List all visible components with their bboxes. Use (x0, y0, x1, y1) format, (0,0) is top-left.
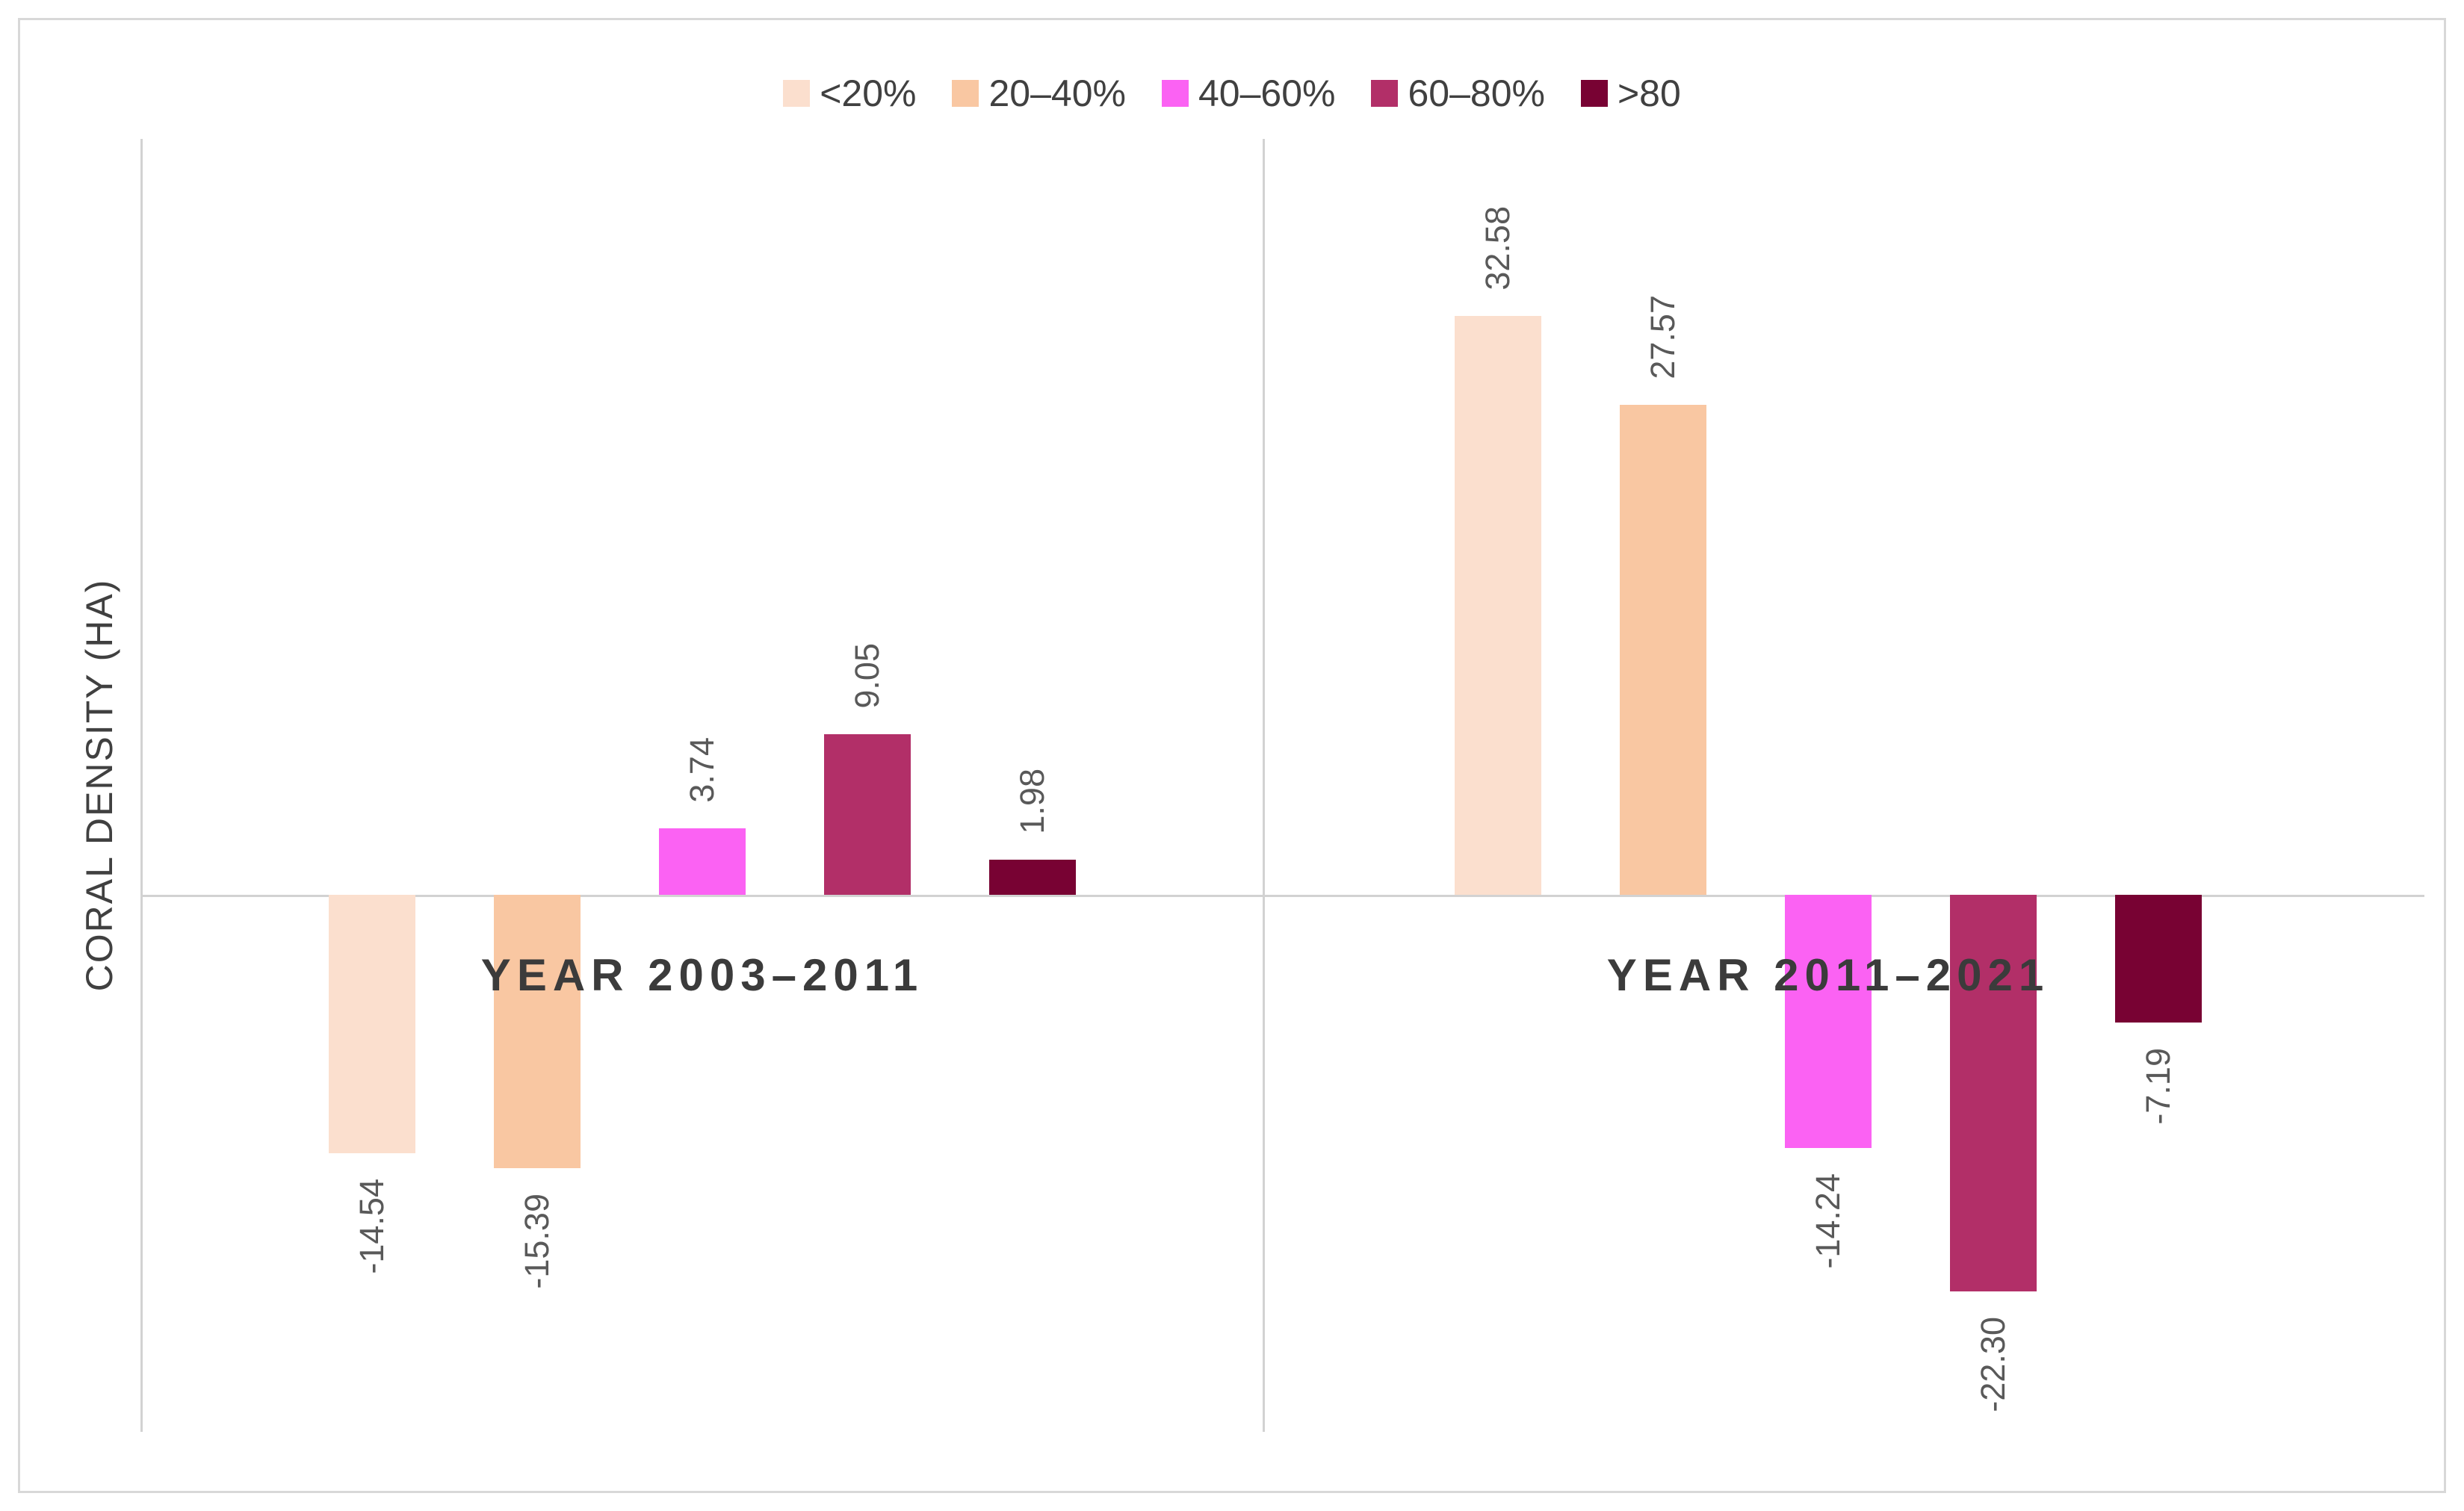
zero-baseline-line (140, 895, 2424, 897)
panel-divider-line (1263, 139, 1265, 1432)
legend-label-lt20: <20% (820, 72, 917, 114)
bar-gt80-2003-2011 (989, 859, 1076, 895)
value-label-60-80-2011-2021: -22.30 (1974, 1316, 2012, 1412)
chart-legend: <20% 20–40% 40–60% 60–80% >80 (0, 75, 2464, 112)
legend-item-lt20: <20% (783, 75, 916, 112)
legend-swatch-40-60 (1161, 80, 1189, 107)
value-label-40-60-2003-2011: 3.74 (683, 737, 721, 803)
legend-label-gt80: >80 (1617, 72, 1681, 114)
legend-item-20-40: 20–40% (952, 75, 1126, 112)
value-label-gt80-2011-2021: -7.19 (2139, 1048, 2177, 1125)
legend-swatch-20-40 (952, 80, 979, 107)
group-title-2011-2021: YEAR 2011–2021 (1606, 950, 2050, 1000)
bar-60-80-2003-2011 (824, 733, 911, 895)
y-axis-title: CORAL DENSITY (HA) (78, 578, 120, 992)
bar-lt20-2003-2011 (329, 895, 415, 1154)
legend-label-60-80: 60–80% (1408, 72, 1545, 114)
bar-20-40-2003-2011 (494, 895, 581, 1169)
plot-area: -14.54 -15.39 3.74 9.05 1.98 32.58 27.57 -14.24… (140, 139, 2424, 1432)
group-title-2003-2011: YEAR 2003–2011 (480, 950, 924, 1000)
bar-60-80-2011-2021 (1950, 895, 2037, 1291)
value-label-lt20-2011-2021: 32.58 (1479, 205, 1517, 291)
y-axis-line (140, 139, 143, 1432)
value-label-20-40-2003-2011: -15.39 (518, 1194, 556, 1289)
legend-label-20-40: 20–40% (988, 72, 1126, 114)
value-label-lt20-2003-2011: -14.54 (353, 1179, 391, 1274)
bar-lt20-2011-2021 (1455, 315, 1541, 895)
legend-swatch-gt80 (1580, 80, 1608, 107)
value-label-40-60-2011-2021: -14.24 (1809, 1173, 1847, 1269)
bar-gt80-2011-2021 (2115, 895, 2202, 1023)
legend-label-40-60: 40–60% (1198, 72, 1336, 114)
legend-item-60-80: 60–80% (1371, 75, 1545, 112)
value-label-60-80-2003-2011: 9.05 (848, 643, 886, 709)
value-label-gt80-2003-2011: 1.98 (1013, 769, 1051, 834)
legend-item-gt80: >80 (1580, 72, 1681, 114)
legend-item-40-60: 40–60% (1161, 72, 1336, 114)
value-label-20-40-2011-2021: 27.57 (1644, 295, 1682, 379)
bar-40-60-2003-2011 (659, 828, 746, 895)
chart-frame-border (18, 18, 2446, 1493)
bar-20-40-2011-2021 (1620, 404, 1706, 895)
legend-swatch-lt20 (783, 80, 811, 107)
bar-40-60-2011-2021 (1785, 895, 1872, 1148)
legend-swatch-60-80 (1371, 80, 1399, 107)
